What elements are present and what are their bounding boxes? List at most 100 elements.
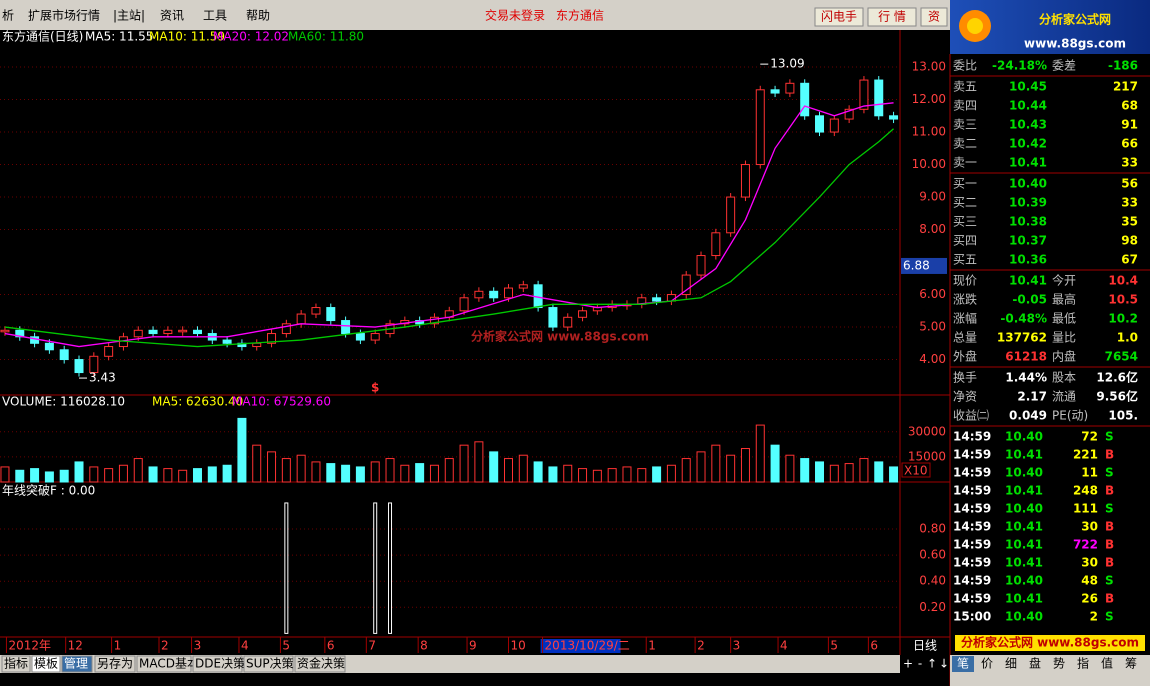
- y-tick-label: 11.00: [912, 125, 946, 139]
- volume-bar: [844, 463, 854, 483]
- tab-label[interactable]: 指标: [4, 656, 28, 671]
- toolbar-button-label[interactable]: 闪电手: [821, 10, 857, 24]
- tab[interactable]: [243, 655, 294, 673]
- volume-bar: [800, 458, 810, 483]
- nav-button[interactable]: ↓: [939, 657, 949, 671]
- candle: [844, 108, 854, 120]
- nav-button[interactable]: -: [918, 657, 922, 671]
- toolbar-button[interactable]: [814, 7, 864, 27]
- side-tab[interactable]: 笔: [957, 656, 969, 671]
- tick-price: 10.40: [1005, 502, 1043, 516]
- volume-bar: [815, 461, 825, 483]
- side-tab[interactable]: 值: [1101, 656, 1113, 671]
- nav-button[interactable]: +: [903, 657, 913, 671]
- toolbar-button[interactable]: [867, 7, 917, 27]
- tab[interactable]: [31, 655, 61, 673]
- volume-bar: [118, 464, 128, 483]
- volume-bar: [296, 454, 306, 483]
- tab[interactable]: [136, 655, 192, 673]
- x-tick-label: 4: [780, 639, 788, 653]
- tab[interactable]: [294, 655, 346, 673]
- menu-item[interactable]: 工具: [203, 9, 227, 23]
- tick-side: B: [1105, 484, 1114, 498]
- tick-volume: 30: [1081, 556, 1098, 570]
- tab[interactable]: [1, 655, 31, 673]
- volume-bar: [59, 469, 69, 483]
- menu-item[interactable]: 扩展市场行情: [28, 8, 100, 23]
- tab[interactable]: [61, 655, 93, 673]
- menu-item[interactable]: 资讯: [160, 9, 184, 23]
- candle: [341, 320, 351, 335]
- volume-bar: [326, 463, 336, 483]
- volume-bar: [859, 458, 869, 483]
- tab[interactable]: [94, 655, 136, 673]
- y-tick-label: 0.80: [919, 522, 946, 536]
- tab-label[interactable]: 模板: [34, 657, 58, 671]
- legend-entry: MA10: 67529.60: [232, 395, 331, 409]
- y-tick-label: 13.00: [912, 60, 946, 74]
- tab[interactable]: [192, 655, 243, 673]
- tab-label[interactable]: SUP决策: [246, 657, 294, 671]
- volume-bar: [385, 458, 395, 483]
- finance-label: PE(动): [1052, 409, 1088, 423]
- tab-label[interactable]: 管理: [64, 656, 88, 671]
- legend-entry: MA10: 11.59: [149, 30, 225, 44]
- legend-entry: MA5: 11.55: [85, 30, 153, 44]
- tick-price: 10.41: [1005, 520, 1043, 534]
- stat-label: 总量: [953, 331, 977, 345]
- volume-bar: [355, 466, 365, 483]
- x-tick-label: 2: [697, 639, 705, 653]
- tick-price: 10.41: [1005, 538, 1043, 552]
- tick-time: 14:59: [953, 430, 991, 444]
- period-label[interactable]: 日线: [913, 639, 937, 653]
- tab-label[interactable]: 另存为: [97, 657, 133, 671]
- volume-bar: [341, 464, 351, 483]
- tick-price: 10.41: [1005, 484, 1043, 498]
- book-label: 买二: [953, 196, 977, 210]
- quote-value: -186: [1108, 59, 1138, 73]
- x-tick-label: 2013/10/29/二: [545, 639, 630, 653]
- volume-bar: [74, 461, 84, 483]
- banner-text: 分析家公式网 www.88gs.com: [961, 635, 1139, 650]
- x-tick-label: 2012年: [8, 639, 51, 653]
- tick-side: S: [1105, 502, 1114, 516]
- stat-value: 10.4: [1108, 274, 1138, 288]
- tab-label[interactable]: DDE决策: [195, 657, 245, 671]
- book-volume: 98: [1121, 234, 1138, 248]
- tick-side: B: [1105, 520, 1114, 534]
- tab-label[interactable]: 资金决策: [297, 656, 345, 671]
- volume-bar: [30, 468, 40, 483]
- ma-line: [4, 128, 894, 348]
- toolbar-button[interactable]: [920, 7, 948, 27]
- toolbar-button-label[interactable]: 行 情: [878, 10, 906, 24]
- menu-item[interactable]: 帮助: [246, 9, 270, 23]
- finance-value: 12.6亿: [1096, 370, 1138, 385]
- side-tab[interactable]: 筹: [1125, 657, 1137, 671]
- side-tab[interactable]: 指: [1077, 656, 1089, 671]
- tab-label[interactable]: MACD基本: [139, 657, 199, 671]
- side-tab[interactable]: 势: [1053, 657, 1065, 671]
- side-tab[interactable]: 盘: [1029, 656, 1041, 671]
- nav-button[interactable]: ↑: [927, 657, 937, 671]
- x-tick-label: 10: [510, 639, 525, 653]
- volume-bar: [178, 469, 188, 483]
- toolbar-button-label[interactable]: 资: [928, 10, 940, 24]
- side-tab[interactable]: 细: [1005, 657, 1017, 671]
- book-price: 10.37: [1009, 234, 1047, 248]
- y-tick-label: 6.00: [919, 287, 946, 301]
- stat-label: 量比: [1052, 331, 1076, 345]
- book-price: 10.41: [1009, 156, 1047, 170]
- side-tab[interactable]: 价: [981, 657, 993, 671]
- book-price: 10.36: [1009, 253, 1047, 267]
- tick-time: 14:59: [953, 556, 991, 570]
- candle: [133, 329, 143, 338]
- volume-bar: [459, 444, 469, 483]
- volume-bar: [607, 468, 617, 483]
- volume-bar: [563, 464, 573, 483]
- menu-item[interactable]: |主站|: [113, 9, 145, 23]
- tick-volume: 722: [1073, 538, 1098, 552]
- menu-item[interactable]: 析: [2, 9, 14, 23]
- tick-volume: 48: [1081, 574, 1098, 588]
- candle: [800, 82, 810, 117]
